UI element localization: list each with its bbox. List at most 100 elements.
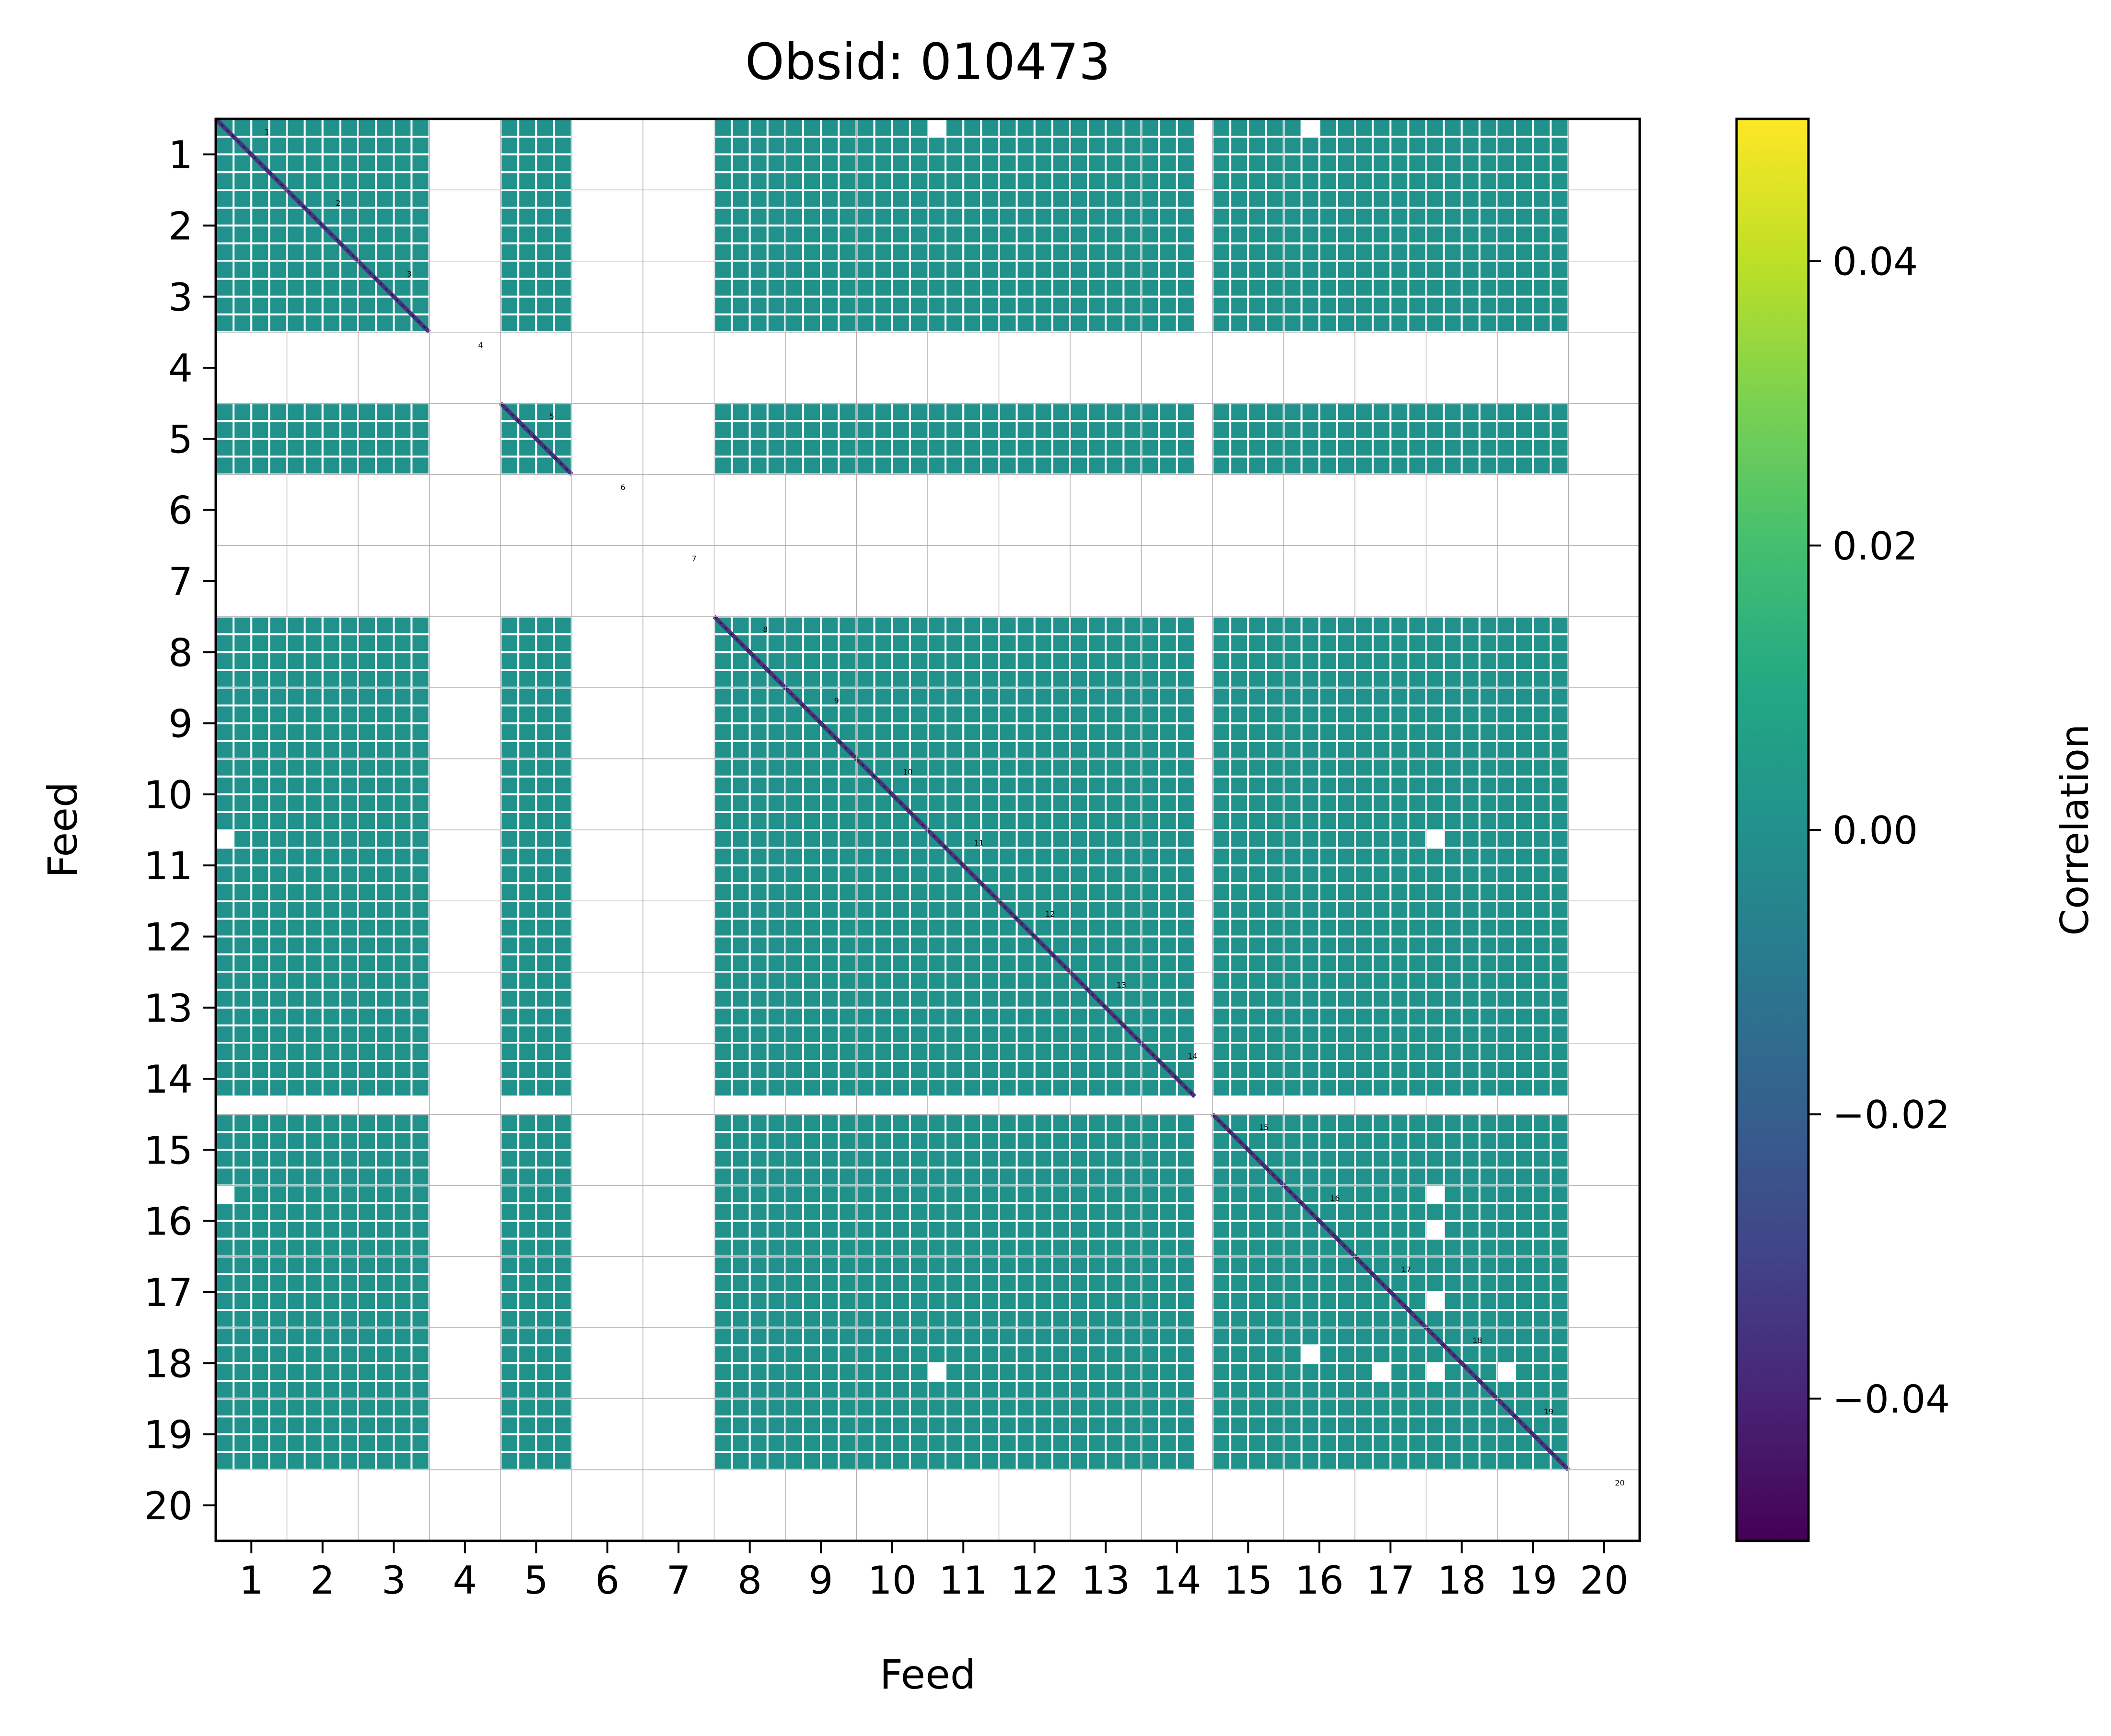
heatmap-cell: [748, 971, 769, 991]
heatmap-cell: [873, 1433, 893, 1453]
heatmap-cell: [1532, 1255, 1552, 1275]
heatmap-cell: [1015, 1149, 1036, 1169]
heatmap-cell: [1158, 1433, 1178, 1453]
heatmap-cell: [980, 313, 1000, 333]
heatmap-cell: [357, 1291, 377, 1311]
heatmap-cell: [927, 793, 947, 813]
heatmap-cell: [1105, 1237, 1125, 1258]
heatmap-cell: [1443, 1149, 1463, 1169]
heatmap-cell: [1300, 882, 1320, 902]
heatmap-cell: [517, 1344, 537, 1364]
heatmap-cell: [1033, 1327, 1053, 1347]
heatmap-cell: [1460, 722, 1481, 742]
heatmap-cell: [820, 260, 840, 280]
heatmap-cell: [1354, 189, 1374, 209]
heatmap-cell: [357, 224, 377, 245]
heatmap-cell: [1051, 1451, 1072, 1471]
heatmap-cell: [339, 864, 360, 885]
heatmap-cell: [1300, 633, 1320, 653]
heatmap-cell: [962, 918, 982, 938]
heatmap-cell: [233, 278, 253, 298]
heatmap-cell: [1051, 260, 1072, 280]
heatmap-cell: [517, 1362, 537, 1382]
heatmap-cell: [731, 242, 751, 262]
heatmap-cell: [891, 935, 911, 955]
heatmap-cell: [1372, 864, 1392, 885]
heatmap-cell: [1478, 313, 1499, 333]
heatmap-cell: [1532, 1060, 1552, 1080]
heatmap-cell: [1514, 242, 1534, 262]
heatmap-cell: [855, 847, 875, 867]
heatmap-cell: [1212, 1042, 1232, 1062]
heatmap-cell: [855, 687, 875, 707]
heatmap-cell: [1372, 971, 1392, 991]
heatmap-cell: [1283, 1078, 1303, 1098]
heatmap-cell: [1300, 1291, 1320, 1311]
heatmap-cell: [1069, 651, 1089, 671]
heatmap-cell: [517, 189, 537, 209]
heatmap-cell: [1265, 811, 1285, 831]
heatmap-cell: [980, 278, 1000, 298]
heatmap-cell: [766, 1166, 787, 1187]
heatmap-cell: [713, 455, 733, 476]
heatmap-cell: [1389, 1113, 1410, 1133]
heatmap-cell: [233, 1131, 253, 1151]
heatmap-cell: [1283, 260, 1303, 280]
heatmap-cell: [891, 295, 911, 315]
heatmap-cell: [980, 757, 1000, 778]
heatmap-cell: [517, 1415, 537, 1435]
heatmap-cell: [1354, 455, 1374, 476]
heatmap-cell: [1105, 882, 1125, 902]
heatmap-cell: [1283, 1398, 1303, 1418]
heatmap-cell: [250, 918, 270, 938]
heatmap-cell: [1300, 420, 1320, 440]
heatmap-cell: [1140, 1237, 1160, 1258]
heatmap-cell: [357, 1078, 377, 1098]
heatmap-cell: [268, 207, 288, 227]
heatmap-cell: [1460, 260, 1481, 280]
heatmap-cell: [784, 1149, 805, 1169]
heatmap-cell: [1389, 847, 1410, 867]
heatmap-cell: [357, 1202, 377, 1222]
heatmap-cell: [980, 1344, 1000, 1364]
heatmap-cell: [215, 847, 235, 867]
heatmap-cell: [1247, 1398, 1267, 1418]
heatmap-cell: [873, 438, 893, 458]
heatmap-cell: [1496, 1327, 1516, 1347]
heatmap-cell: [1460, 224, 1481, 245]
heatmap-cell: [250, 811, 270, 831]
heatmap-cell: [321, 1362, 341, 1382]
heatmap-cell: [1015, 971, 1036, 991]
heatmap-cell: [838, 669, 858, 689]
heatmap-cell: [1265, 313, 1285, 333]
heatmap-cell: [250, 242, 270, 262]
heatmap-cell: [535, 1024, 555, 1044]
heatmap-cell: [321, 1006, 341, 1026]
heatmap-cell: [410, 829, 431, 849]
heatmap-cell: [410, 1113, 431, 1133]
heatmap-cell: [215, 1131, 235, 1151]
heatmap-cell-auto: [1122, 989, 1143, 1009]
heatmap-cell: [1300, 971, 1320, 991]
heatmap-cell: [1051, 1327, 1072, 1347]
heatmap-cell: [731, 118, 751, 138]
heatmap-cell: [1283, 1273, 1303, 1293]
heatmap-cell: [748, 882, 769, 902]
heatmap-cell: [375, 189, 395, 209]
heatmap-cell: [909, 882, 929, 902]
heatmap-cell: [1015, 882, 1036, 902]
heatmap-cell: [891, 438, 911, 458]
heatmap-cell: [535, 278, 555, 298]
heatmap-cell: [1158, 1237, 1178, 1258]
heatmap-cell: [303, 1362, 324, 1382]
heatmap-cell: [1300, 224, 1320, 245]
heatmap-cell: [998, 704, 1018, 724]
heatmap-cell: [375, 1344, 395, 1364]
heatmap-cell: [784, 153, 805, 174]
heatmap-cell: [303, 616, 324, 636]
heatmap-cell: [1247, 1451, 1267, 1471]
heatmap-cell: [1425, 935, 1445, 955]
heatmap-cell: [1514, 704, 1534, 724]
heatmap-cell: [535, 1327, 555, 1347]
heatmap-cell: [286, 953, 306, 973]
